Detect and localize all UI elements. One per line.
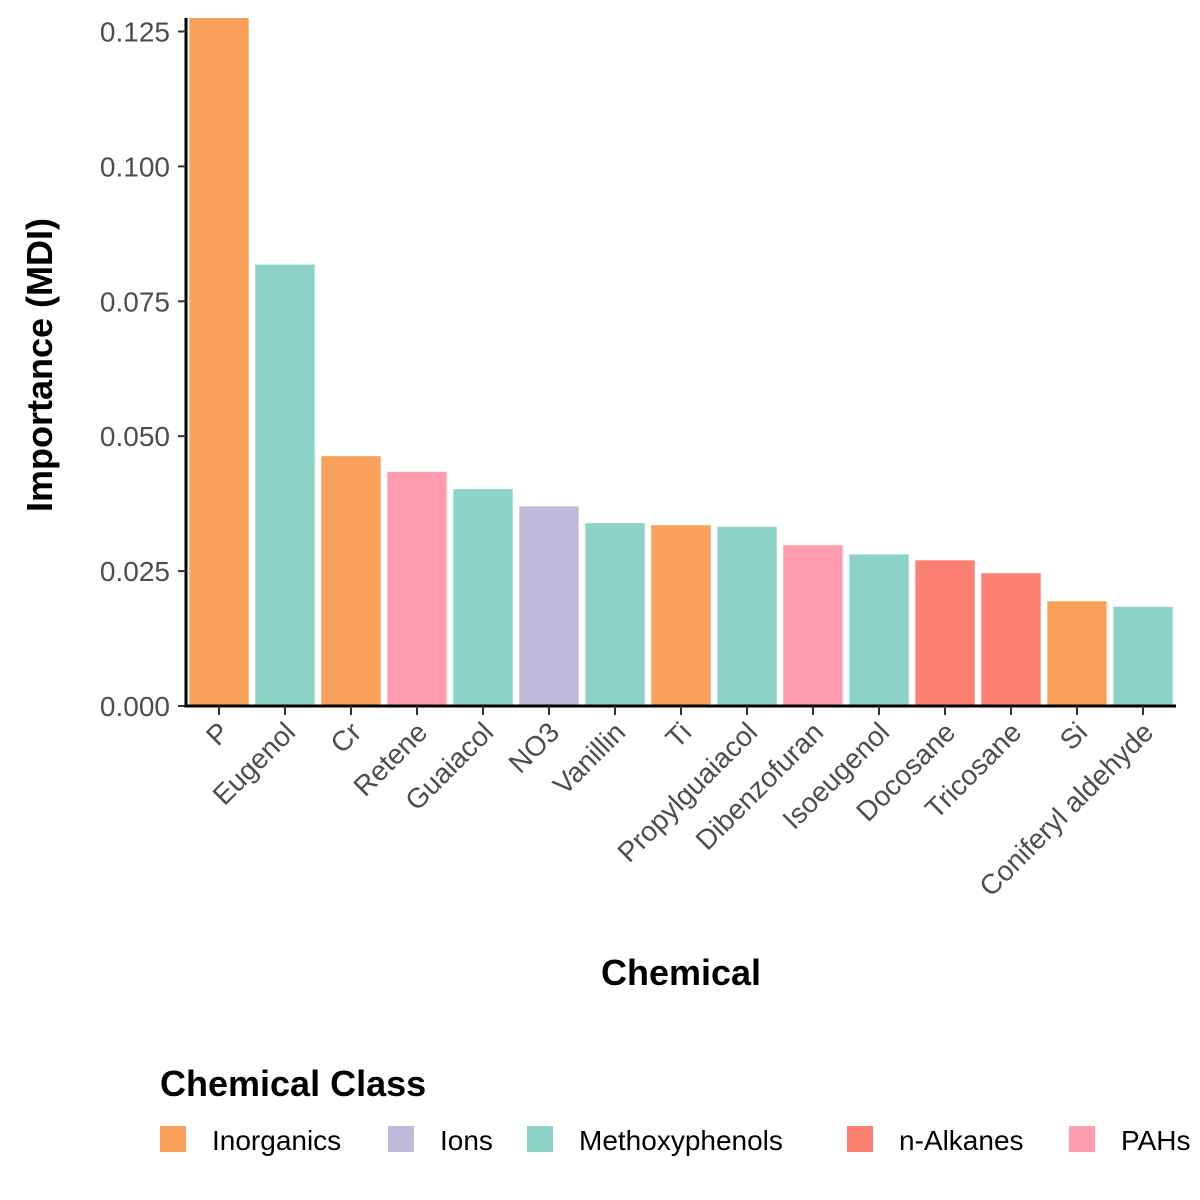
y-tick-label: 0.050 (100, 421, 170, 452)
bar-dibenzofuran (783, 545, 843, 706)
legend-label: Ions (440, 1125, 493, 1156)
bar-vanillin (585, 523, 645, 706)
y-axis: 0.000 0.025 0.050 0.075 0.100 0.125 (100, 16, 188, 722)
legend-swatch-ions (388, 1126, 414, 1152)
legend-swatch-inorganics (160, 1126, 186, 1152)
bar-no3 (519, 506, 579, 706)
bar-guaiacol (453, 489, 513, 706)
bar-docosane (915, 560, 975, 706)
bars-group (189, 18, 1173, 706)
x-tick-label: Cr (324, 716, 367, 759)
y-tick-label: 0.075 (100, 286, 170, 317)
legend-swatch-n-alkanes (847, 1126, 873, 1152)
y-axis-title: Importance (MDI) (19, 218, 60, 512)
bar-coniferyl-aldehyde (1113, 606, 1173, 706)
bar-si (1047, 601, 1107, 706)
bar-ti (651, 525, 711, 706)
y-tick-label: 0.125 (100, 16, 170, 47)
legend-label: Inorganics (212, 1125, 341, 1156)
y-tick-label: 0.100 (100, 151, 170, 182)
y-tick-label: 0.000 (100, 691, 170, 722)
legend: Inorganics Ions Methoxyphenols n-Alkanes PAH… (160, 1125, 1191, 1156)
x-tick-label: Ti (660, 716, 698, 754)
bar-retene (387, 471, 447, 706)
bar-cr (321, 456, 381, 706)
legend-title: Chemical Class (160, 1063, 426, 1104)
legend-swatch-methoxyphenols (527, 1126, 553, 1152)
x-tick-label: Vanillin (547, 716, 631, 800)
x-tick-label: P (200, 716, 235, 751)
legend-swatch-pahs (1069, 1126, 1095, 1152)
bar-propylguaiacol (717, 526, 777, 706)
bar-isoeugenol (849, 554, 909, 706)
legend-label: n-Alkanes (899, 1125, 1024, 1156)
y-tick-label: 0.025 (100, 556, 170, 587)
bar-p (189, 18, 249, 706)
bar-eugenol (255, 264, 315, 706)
x-tick-label: Si (1054, 716, 1094, 756)
legend-label: PAHs (1121, 1125, 1191, 1156)
bar-tricosane (981, 573, 1041, 706)
legend-label: Methoxyphenols (579, 1125, 783, 1156)
x-axis-title: Chemical (601, 952, 761, 993)
